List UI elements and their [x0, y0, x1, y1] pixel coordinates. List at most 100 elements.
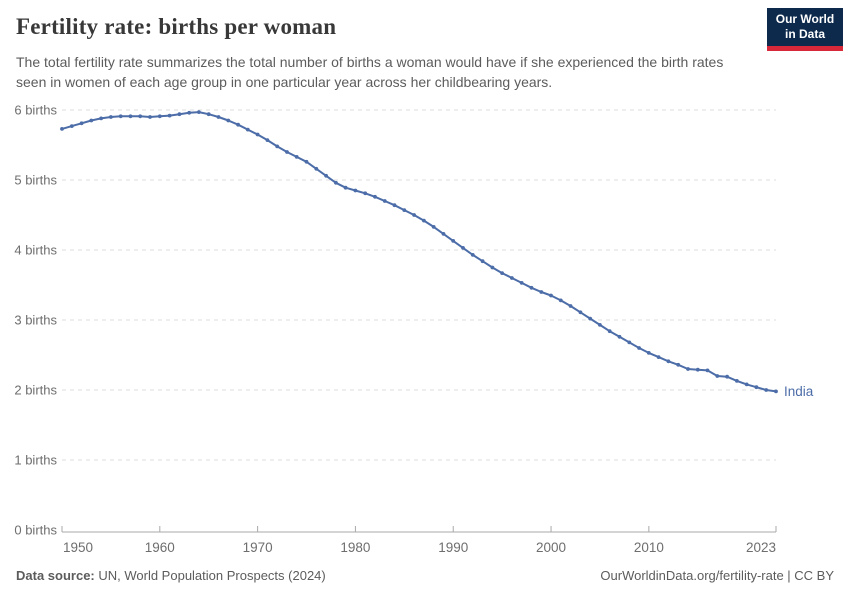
india-line[interactable]	[61, 111, 777, 393]
data-point[interactable]	[118, 114, 123, 119]
logo-line2: in Data	[784, 27, 825, 41]
data-point[interactable]	[441, 232, 446, 236]
owid-logo-text: Our World in Data	[767, 8, 843, 46]
data-point[interactable]	[754, 385, 759, 390]
data-point[interactable]	[588, 316, 593, 321]
owid-logo[interactable]: Our World in Data	[767, 8, 843, 51]
data-point[interactable]	[431, 225, 436, 229]
tick-label-y: 5 births	[14, 173, 57, 188]
data-point[interactable]	[157, 114, 162, 119]
data-point[interactable]	[197, 110, 201, 114]
data-point[interactable]	[353, 188, 358, 193]
data-point[interactable]	[666, 359, 671, 364]
data-point[interactable]	[128, 114, 133, 119]
data-point[interactable]	[744, 382, 749, 387]
data-point[interactable]	[382, 199, 387, 203]
data-point[interactable]	[373, 194, 377, 199]
data-point[interactable]	[470, 253, 475, 257]
data-point[interactable]	[226, 118, 231, 123]
data-point[interactable]	[676, 362, 681, 367]
tick-label-y: 3 births	[14, 313, 57, 328]
data-point[interactable]	[480, 259, 485, 264]
data-point[interactable]	[363, 191, 368, 196]
data-point[interactable]	[774, 389, 778, 394]
data-point[interactable]	[314, 166, 319, 171]
tick-label-x: 2000	[536, 540, 566, 555]
data-point[interactable]	[451, 239, 456, 243]
tick-label-x: 2023	[746, 540, 776, 555]
data-point[interactable]	[735, 379, 739, 383]
tick-label-y: 0 births	[14, 523, 57, 538]
data-point[interactable]	[69, 124, 74, 128]
data-point[interactable]	[686, 367, 690, 371]
tick-label-y: 1 births	[14, 453, 57, 468]
data-point[interactable]	[607, 329, 612, 334]
footer-link[interactable]: OurWorldinData.org/fertility-rate | CC B…	[600, 568, 834, 583]
data-point[interactable]	[656, 355, 661, 359]
tick-label-x: 1980	[340, 540, 370, 555]
data-point[interactable]	[558, 298, 563, 303]
data-point[interactable]	[549, 293, 553, 298]
data-point[interactable]	[99, 116, 103, 121]
data-point[interactable]	[578, 310, 583, 315]
data-point[interactable]	[343, 185, 348, 190]
data-point[interactable]	[167, 113, 172, 118]
data-point[interactable]	[324, 173, 328, 178]
chart-subtitle: The total fertility rate summarizes the …	[16, 54, 724, 91]
data-point[interactable]	[646, 351, 651, 355]
logo-stripe	[767, 46, 843, 51]
data-point[interactable]	[617, 334, 622, 339]
data-source-text: UN, World Population Prospects (2024)	[94, 568, 326, 583]
data-point[interactable]	[568, 304, 573, 308]
data-point[interactable]	[148, 115, 152, 119]
data-point[interactable]	[285, 150, 289, 154]
data-point[interactable]	[705, 368, 710, 373]
data-point[interactable]	[412, 213, 416, 217]
data-point[interactable]	[216, 115, 221, 119]
tick-label-x: 1970	[243, 540, 273, 555]
data-point[interactable]	[89, 118, 94, 123]
data-point[interactable]	[725, 374, 729, 379]
data-point[interactable]	[695, 367, 700, 372]
data-point[interactable]	[715, 374, 720, 378]
data-point[interactable]	[138, 114, 143, 119]
data-point[interactable]	[206, 112, 211, 117]
data-source-label: Data source:	[16, 568, 95, 583]
tick-label-x: 2010	[634, 540, 664, 555]
data-point[interactable]	[334, 180, 338, 185]
tick-label-x: 1960	[145, 540, 175, 555]
data-point[interactable]	[255, 132, 260, 137]
data-point[interactable]	[598, 323, 602, 327]
data-point[interactable]	[637, 346, 641, 350]
chart-footer: Data source: UN, World Population Prospe…	[16, 568, 834, 583]
tick-label-y: 2 births	[14, 383, 57, 398]
data-point[interactable]	[275, 144, 280, 149]
data-point[interactable]	[510, 276, 514, 280]
data-point[interactable]	[392, 203, 397, 208]
data-point[interactable]	[539, 290, 544, 294]
data-point[interactable]	[245, 127, 250, 132]
data-point[interactable]	[187, 110, 192, 115]
data-point[interactable]	[627, 340, 632, 345]
data-point[interactable]	[500, 271, 504, 275]
data-point[interactable]	[60, 126, 64, 131]
tick-label-x: 1990	[438, 540, 468, 555]
data-point[interactable]	[402, 208, 407, 213]
data-point[interactable]	[265, 138, 270, 143]
data-point[interactable]	[461, 246, 465, 250]
data-point[interactable]	[422, 218, 426, 223]
data-point[interactable]	[294, 155, 299, 159]
data-point[interactable]	[79, 121, 84, 126]
data-point[interactable]	[529, 285, 534, 290]
series-end-label[interactable]: India	[784, 384, 814, 399]
data-point[interactable]	[236, 122, 241, 127]
data-point[interactable]	[177, 112, 182, 117]
data-point[interactable]	[109, 115, 113, 119]
data-point[interactable]	[519, 281, 524, 285]
data-point[interactable]	[764, 388, 769, 392]
data-point[interactable]	[490, 265, 495, 270]
logo-line1: Our World	[775, 12, 835, 26]
data-point[interactable]	[304, 159, 309, 164]
